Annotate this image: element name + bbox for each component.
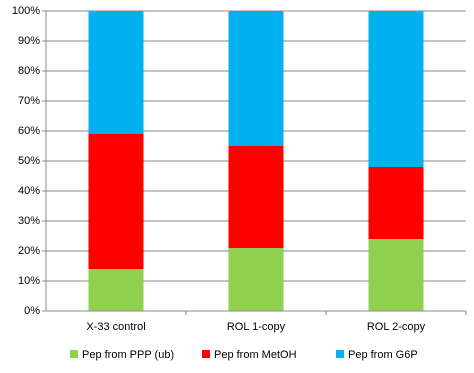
y-tick-label: 0%: [24, 305, 40, 317]
bar-segment: [228, 248, 284, 311]
y-tick-label: 20%: [18, 245, 40, 257]
y-tick-label: 50%: [18, 155, 40, 167]
y-tick-label: 60%: [18, 125, 40, 137]
x-tick-label: ROL 1-copy: [227, 321, 286, 333]
x-tick-label: ROL 2-copy: [367, 321, 426, 333]
bar-segment: [88, 11, 144, 134]
legend-label: Pep from MetOH: [214, 349, 297, 361]
y-tick-label: 30%: [18, 215, 40, 227]
y-tick-label: 90%: [18, 35, 40, 47]
legend-swatch: [70, 350, 78, 358]
bar-segment: [368, 167, 424, 239]
legend-label: Pep from G6P: [348, 349, 418, 361]
bar-segment: [368, 11, 424, 167]
bar-segment: [228, 146, 284, 248]
bar-segment: [88, 269, 144, 311]
y-tick-label: 100%: [12, 5, 40, 17]
bar-segment: [88, 134, 144, 269]
legend-swatch: [202, 350, 210, 358]
y-tick-label: 10%: [18, 275, 40, 287]
x-tick-label: X-33 control: [86, 321, 145, 333]
y-tick-label: 40%: [18, 185, 40, 197]
legend-label: Pep from PPP (ub): [82, 349, 174, 361]
y-tick-label: 80%: [18, 65, 40, 77]
bar-segment: [228, 11, 284, 146]
y-tick-label: 70%: [18, 95, 40, 107]
bar-segment: [368, 239, 424, 311]
legend-swatch: [336, 350, 344, 358]
